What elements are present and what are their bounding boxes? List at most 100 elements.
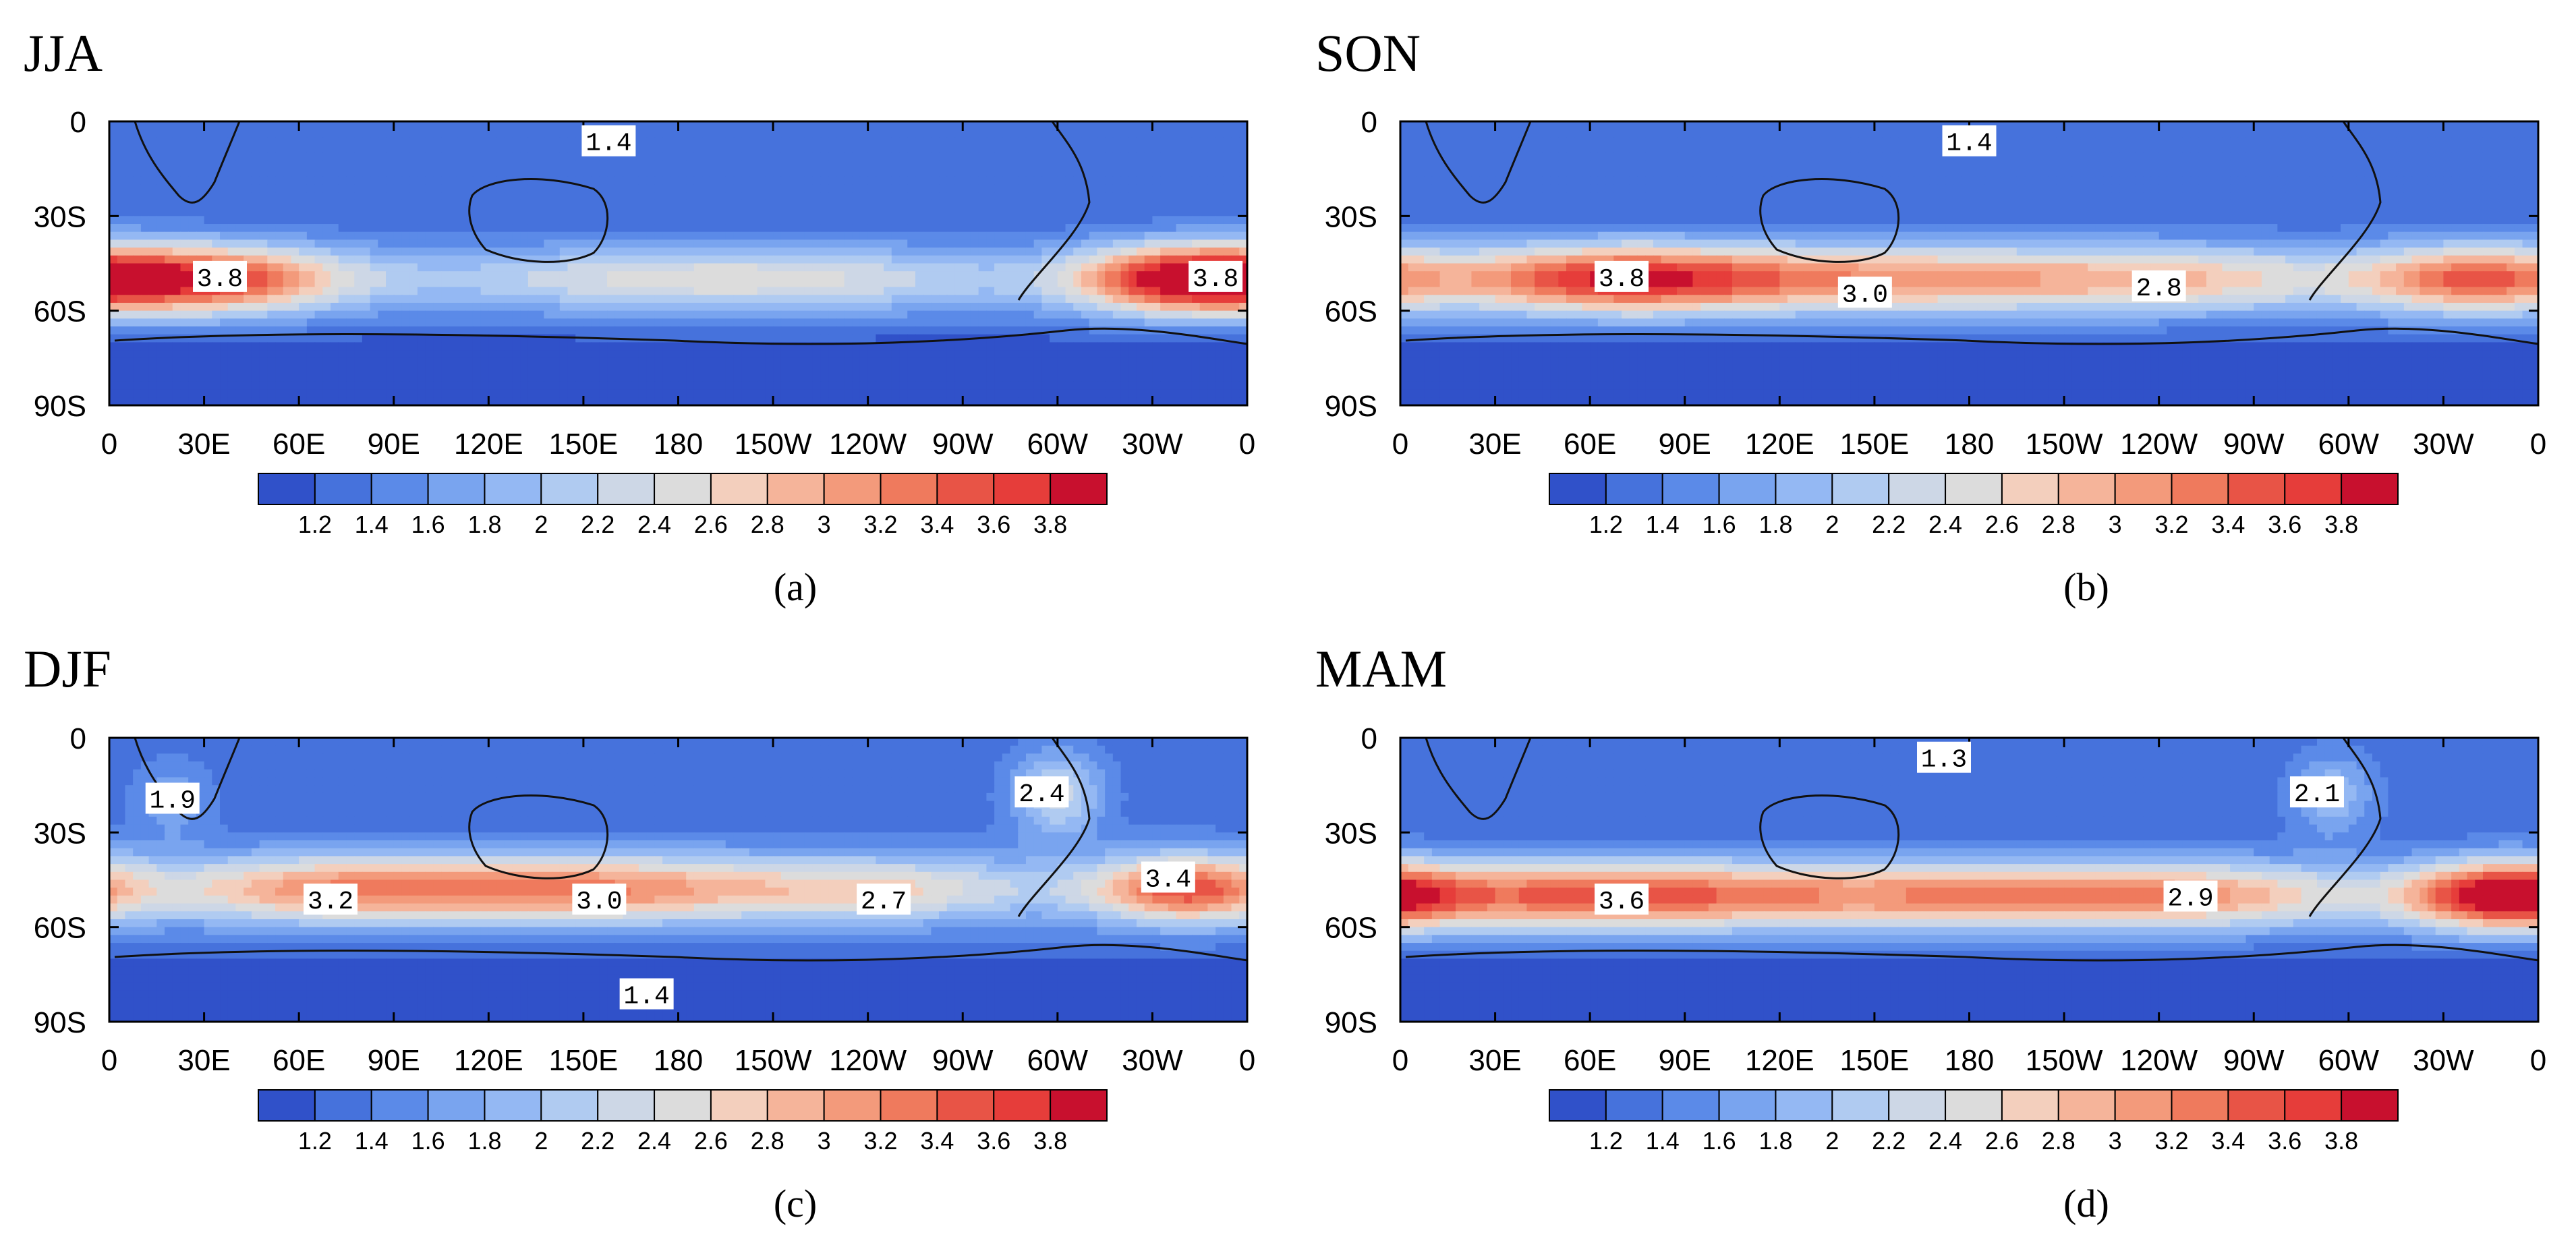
field-cell xyxy=(804,137,813,146)
field-cell xyxy=(1081,279,1090,288)
field-cell xyxy=(891,129,900,138)
field-cell xyxy=(899,357,908,367)
field-cell xyxy=(1033,334,1043,343)
field-cell xyxy=(986,302,995,312)
field-cell xyxy=(583,239,592,248)
field-cell xyxy=(140,161,150,169)
field-cell xyxy=(1073,192,1082,201)
field-cell xyxy=(1065,366,1074,374)
field-cell xyxy=(931,350,940,359)
field-cell xyxy=(614,287,624,295)
field-cell xyxy=(599,255,608,264)
field-cell xyxy=(472,374,482,382)
field-cell xyxy=(804,176,813,185)
field-cell xyxy=(844,192,853,201)
field-cell xyxy=(148,271,157,280)
field-cell xyxy=(946,216,956,225)
field-cell xyxy=(575,287,584,295)
field-cell xyxy=(148,184,157,193)
field-cell xyxy=(1065,216,1074,225)
field-cell xyxy=(797,350,805,359)
field-cell xyxy=(607,169,616,177)
field-cell xyxy=(1018,145,1027,154)
field-cell xyxy=(646,295,656,303)
field-cell xyxy=(125,145,134,154)
field-cell xyxy=(386,318,395,327)
field-cell xyxy=(544,184,552,193)
field-cell xyxy=(591,318,600,327)
field-cell xyxy=(1144,224,1153,233)
field-contours xyxy=(109,121,1247,405)
field-cell xyxy=(378,208,387,217)
field-cell xyxy=(283,152,292,162)
field-cell xyxy=(449,192,458,201)
field-cell xyxy=(117,350,126,359)
field-cell xyxy=(1160,318,1169,327)
field-cell xyxy=(1239,350,1247,359)
field-cell xyxy=(757,357,766,367)
field-cell xyxy=(109,295,118,303)
field-cell xyxy=(765,374,774,382)
field-cell xyxy=(1160,239,1169,248)
field-cell xyxy=(117,287,126,295)
field-cell xyxy=(552,192,561,201)
field-cell xyxy=(140,192,150,201)
field-cell xyxy=(346,357,355,367)
field-cell xyxy=(575,310,584,320)
field-cell xyxy=(172,176,181,185)
field-cell xyxy=(204,121,212,130)
field-cell xyxy=(212,381,221,390)
field-cell xyxy=(939,248,948,256)
field-cell xyxy=(710,129,718,138)
field-cell xyxy=(852,176,861,185)
field-cell xyxy=(789,216,797,225)
field-cell xyxy=(710,381,718,390)
field-cell xyxy=(1239,334,1247,343)
field-cell xyxy=(646,208,656,217)
field-cell xyxy=(662,318,671,327)
field-cell xyxy=(591,239,600,248)
field-cell xyxy=(133,176,142,185)
field-cell xyxy=(820,271,829,280)
field-cell xyxy=(338,161,347,169)
field-cell xyxy=(165,248,173,256)
field-cell xyxy=(299,295,308,303)
field-cell xyxy=(718,184,726,193)
field-cell xyxy=(259,334,268,343)
field-cell xyxy=(117,326,126,335)
field-cell xyxy=(362,334,371,343)
field-cell xyxy=(496,310,505,320)
field-cell xyxy=(567,263,576,272)
field-cell xyxy=(1191,145,1201,154)
field-cell xyxy=(449,295,458,303)
field-cell xyxy=(1144,152,1153,162)
field-cell xyxy=(575,342,584,351)
field-cell xyxy=(362,239,371,248)
field-cell xyxy=(836,263,845,272)
field-cell xyxy=(583,192,592,201)
field-cell xyxy=(283,216,292,225)
field-cell xyxy=(631,366,639,374)
field-cell xyxy=(1025,326,1035,335)
field-cell xyxy=(409,334,418,343)
field-cell xyxy=(654,389,663,398)
field-cell xyxy=(954,271,963,280)
field-cell xyxy=(165,381,173,390)
field-cell xyxy=(378,129,387,138)
field-cell xyxy=(1057,342,1066,351)
field-cell xyxy=(702,318,711,327)
field-cell xyxy=(828,169,837,177)
field-cell xyxy=(804,310,813,320)
field-cell xyxy=(331,231,339,241)
field-cell xyxy=(165,326,173,335)
field-cell xyxy=(346,216,355,225)
field-cell xyxy=(362,263,371,272)
field-cell xyxy=(1081,263,1090,272)
field-cell xyxy=(204,161,212,169)
field-cell xyxy=(306,350,316,359)
field-cell xyxy=(133,216,142,225)
field-cell xyxy=(670,200,679,209)
field-cell xyxy=(227,357,237,367)
field-cell xyxy=(1176,208,1184,217)
field-cell xyxy=(1168,318,1177,327)
